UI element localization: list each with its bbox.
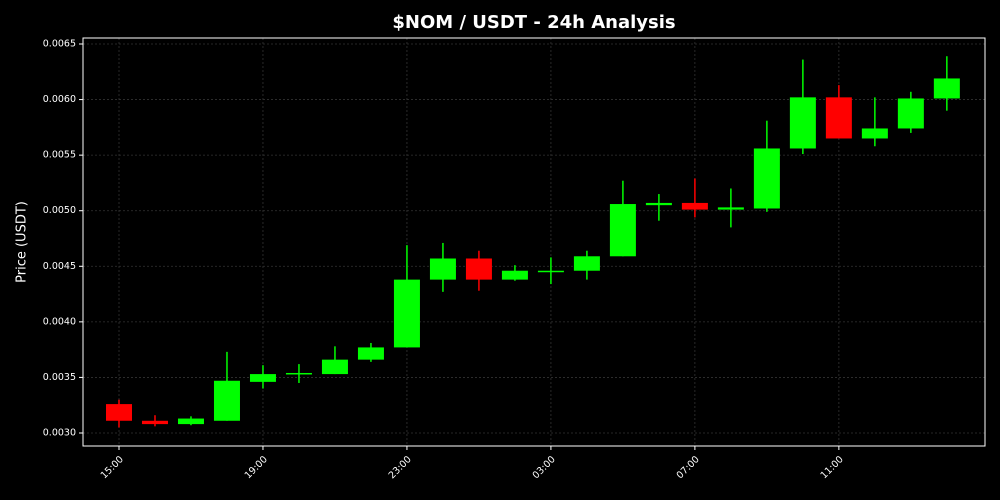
candle-body bbox=[609, 204, 636, 257]
candle-body bbox=[933, 78, 960, 99]
candle-body bbox=[357, 347, 384, 360]
candle-body bbox=[789, 97, 816, 149]
candle-body bbox=[393, 279, 420, 348]
candle-body bbox=[825, 97, 852, 139]
candle-body bbox=[249, 374, 276, 382]
candle-body bbox=[465, 258, 492, 280]
y-tick-label: 0.0060 bbox=[43, 94, 76, 105]
y-tick-label: 0.0040 bbox=[43, 316, 76, 327]
y-tick-label: 0.0035 bbox=[43, 372, 76, 383]
y-tick-label: 0.0030 bbox=[43, 427, 76, 438]
candle-body bbox=[861, 128, 888, 139]
candle-body bbox=[681, 202, 708, 210]
y-tick-label: 0.0065 bbox=[43, 39, 76, 50]
y-axis-label: Price (USDT) bbox=[15, 201, 30, 283]
candle-body bbox=[105, 404, 132, 421]
y-tick-label: 0.0050 bbox=[43, 205, 76, 216]
candle-body bbox=[321, 359, 348, 375]
candle-body bbox=[429, 258, 456, 280]
y-tick-label: 0.0045 bbox=[43, 261, 76, 272]
candle-body bbox=[573, 256, 600, 271]
candle-body bbox=[753, 148, 780, 209]
plot-frame bbox=[82, 37, 986, 447]
chart-title: $NOM / USDT - 24h Analysis bbox=[392, 12, 675, 33]
candle-body bbox=[717, 207, 744, 210]
candle-body bbox=[897, 98, 924, 129]
candle-body bbox=[177, 418, 204, 425]
candle-body bbox=[285, 372, 312, 375]
candle-body bbox=[645, 202, 672, 206]
candle-body bbox=[141, 420, 168, 425]
candle-body bbox=[537, 270, 564, 273]
candle-body bbox=[501, 270, 528, 280]
y-tick-label: 0.0055 bbox=[43, 150, 76, 161]
candle-body bbox=[213, 380, 240, 421]
